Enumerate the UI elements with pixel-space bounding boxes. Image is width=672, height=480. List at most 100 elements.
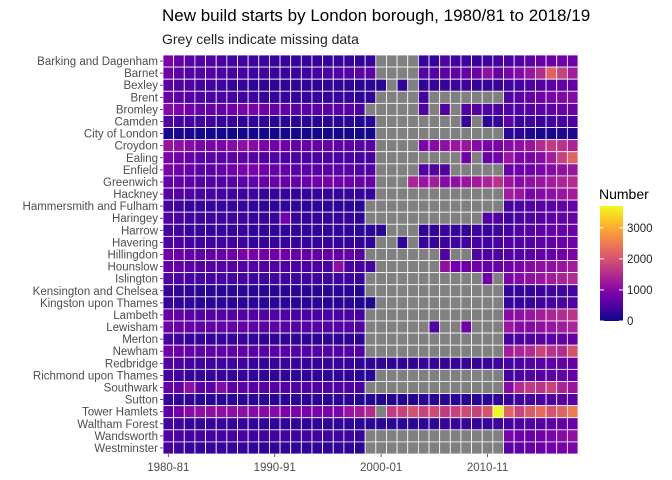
heatmap-cell xyxy=(428,320,441,334)
heatmap-cell xyxy=(322,320,334,334)
heatmap-cell xyxy=(428,54,441,68)
heatmap-cell xyxy=(173,199,185,213)
heatmap-cell xyxy=(300,175,313,189)
heatmap-cell xyxy=(428,127,441,141)
heatmap-cell xyxy=(183,127,196,141)
heatmap-cell xyxy=(513,199,526,213)
heatmap-cell xyxy=(439,175,451,189)
heatmap-cell xyxy=(354,417,366,431)
heatmap-cell xyxy=(375,187,387,201)
heatmap-cell xyxy=(215,127,228,141)
heatmap-cell xyxy=(247,417,260,431)
heatmap-cell xyxy=(407,187,419,201)
heatmap-cell xyxy=(258,199,270,213)
heatmap-cell xyxy=(162,211,175,225)
heatmap-cell xyxy=(290,272,302,286)
y-tick-label: Hillingdon xyxy=(107,250,158,262)
heatmap-cell xyxy=(343,127,355,141)
heatmap-cell xyxy=(311,260,324,274)
heatmap-cell xyxy=(237,381,249,394)
heatmap-cell xyxy=(513,381,526,394)
y-tick-label: Harrow xyxy=(121,225,159,237)
heatmap-cell xyxy=(439,223,451,237)
heatmap-cell xyxy=(481,102,494,116)
heatmap-cell xyxy=(471,332,483,346)
heatmap-cell xyxy=(492,308,504,322)
heatmap-cell xyxy=(460,163,472,177)
heatmap-cell xyxy=(556,78,568,92)
heatmap-cell xyxy=(247,248,260,261)
heatmap-cell xyxy=(386,139,398,153)
heatmap-cell xyxy=(194,368,206,382)
heatmap-cell xyxy=(300,54,313,68)
heatmap-cell xyxy=(332,356,345,370)
y-tick-label: Haringey xyxy=(112,213,158,225)
heatmap-cell xyxy=(215,102,228,116)
heatmap-cell xyxy=(386,405,398,419)
heatmap-cell xyxy=(258,441,270,455)
heatmap-cell xyxy=(173,272,185,286)
heatmap-cell xyxy=(332,272,345,286)
heatmap-cell xyxy=(279,163,292,177)
heatmap-cell xyxy=(354,163,366,177)
heatmap-cell xyxy=(545,417,558,431)
heatmap-cell xyxy=(396,127,409,141)
heatmap-cell xyxy=(258,163,270,177)
heatmap-cell xyxy=(417,284,430,298)
heatmap-cell xyxy=(439,139,451,153)
heatmap-cell xyxy=(226,175,238,189)
heatmap-cell xyxy=(364,332,377,346)
heatmap-cell xyxy=(322,66,334,80)
heatmap-cell xyxy=(226,235,238,249)
heatmap-cell xyxy=(556,115,568,128)
heatmap-cell xyxy=(417,127,430,141)
heatmap-cell xyxy=(396,235,409,249)
heatmap-cell xyxy=(237,332,249,346)
heatmap-cell xyxy=(471,429,483,443)
heatmap-cell xyxy=(205,248,217,261)
heatmap-cell xyxy=(535,235,547,249)
heatmap-cell xyxy=(481,175,494,189)
heatmap-cell xyxy=(386,332,398,346)
heatmap-cell xyxy=(545,296,558,310)
heatmap-cell xyxy=(449,248,462,261)
heatmap-cell xyxy=(247,332,260,346)
heatmap-cell xyxy=(471,344,483,358)
heatmap-cell xyxy=(460,308,472,322)
heatmap-cell xyxy=(396,163,409,177)
heatmap-cell xyxy=(162,187,175,201)
heatmap-cell xyxy=(407,163,419,177)
heatmap-cell xyxy=(503,441,515,455)
heatmap-cell xyxy=(215,187,228,201)
heatmap-cell xyxy=(460,332,472,346)
y-tick-label: Richmond upon Thames xyxy=(33,370,158,382)
heatmap-cell xyxy=(375,260,387,274)
heatmap-cell xyxy=(343,381,355,394)
heatmap-cell xyxy=(428,441,441,455)
heatmap-cell xyxy=(439,393,451,407)
heatmap-cell xyxy=(449,381,462,394)
heatmap-cell xyxy=(290,284,302,298)
heatmap-cell xyxy=(237,90,249,104)
heatmap-cell xyxy=(417,54,430,68)
heatmap-cell xyxy=(258,235,270,249)
heatmap-cell xyxy=(386,296,398,310)
heatmap-cell xyxy=(428,90,441,104)
heatmap-cell xyxy=(226,66,238,80)
heatmap-cell xyxy=(524,54,536,68)
heatmap-cell xyxy=(237,66,249,80)
heatmap-cell xyxy=(343,54,355,68)
heatmap-cell xyxy=(513,441,526,455)
heatmap-cell xyxy=(471,284,483,298)
heatmap-cell xyxy=(535,102,547,116)
heatmap-cell xyxy=(396,417,409,431)
heatmap-cell xyxy=(237,356,249,370)
heatmap-cell xyxy=(332,441,345,455)
heatmap-cell xyxy=(269,90,281,104)
heatmap-cell xyxy=(566,66,579,80)
heatmap-cell xyxy=(279,90,292,104)
heatmap-cell xyxy=(566,248,579,261)
heatmap-cell xyxy=(311,429,324,443)
legend-tick-label: 1000 xyxy=(627,285,653,297)
heatmap-cell xyxy=(343,393,355,407)
